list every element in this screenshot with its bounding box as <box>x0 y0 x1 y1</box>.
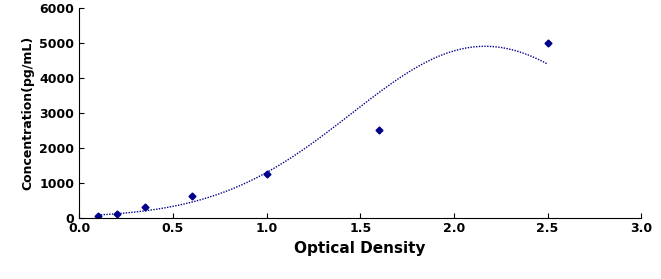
X-axis label: Optical Density: Optical Density <box>295 241 426 256</box>
Y-axis label: Concentration(pg/mL): Concentration(pg/mL) <box>21 36 34 190</box>
